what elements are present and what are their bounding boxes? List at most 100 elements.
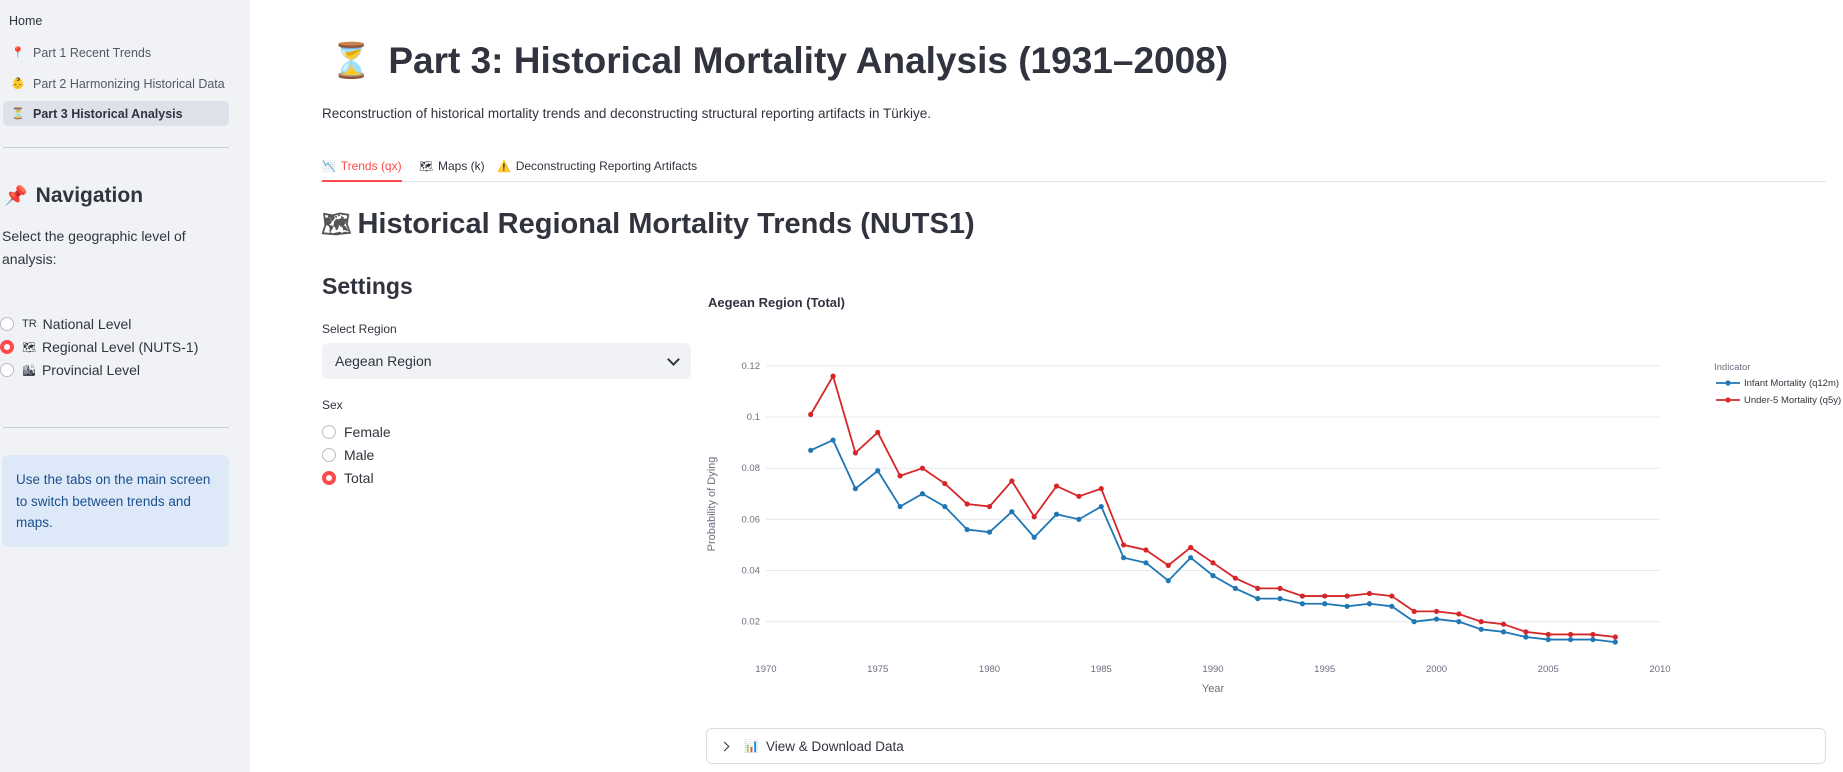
sex-radio-male[interactable]: Male xyxy=(322,445,374,465)
data-point xyxy=(1478,626,1484,632)
sex-radio-total[interactable]: Total xyxy=(322,468,374,488)
data-point xyxy=(964,501,970,507)
data-point xyxy=(1165,562,1171,568)
x-tick-label: 1995 xyxy=(1314,664,1335,675)
level-radio-provincial[interactable]: 🏙 Provincial Level xyxy=(0,360,140,380)
data-point xyxy=(1322,601,1328,607)
data-point xyxy=(1590,636,1596,643)
region-select-value: Aegean Region xyxy=(335,353,432,369)
nav-page-label: Part 3 Historical Analysis xyxy=(33,106,183,121)
pin-icon: 📍 xyxy=(11,47,25,59)
data-point xyxy=(1433,616,1440,622)
data-point xyxy=(1053,511,1060,517)
y-tick-label: 0.04 xyxy=(742,565,761,576)
y-tick-label: 0.06 xyxy=(742,514,761,525)
data-point xyxy=(808,411,814,418)
y-tick-label: 0.1 xyxy=(747,412,760,423)
level-radio-national[interactable]: TR National Level xyxy=(0,314,131,334)
data-point xyxy=(1344,593,1350,599)
hourglass-icon: ⏳ xyxy=(330,42,373,80)
data-point xyxy=(1389,603,1395,609)
tab-label: Maps (k) xyxy=(437,159,485,173)
data-point xyxy=(897,503,903,510)
x-axis-label: Year xyxy=(1202,683,1225,695)
tab-trends[interactable]: 📉 Trends (qx) xyxy=(322,152,402,182)
map-icon: 🗺 xyxy=(419,160,433,173)
x-tick-label: 1985 xyxy=(1091,664,1112,675)
data-point xyxy=(1121,555,1127,561)
x-tick-label: 2010 xyxy=(1649,664,1670,675)
series-line xyxy=(809,373,1616,638)
data-point xyxy=(986,503,993,510)
flag-tr-icon: TR xyxy=(22,318,37,330)
navigation-heading: 📌 Navigation xyxy=(4,184,143,208)
data-point xyxy=(964,526,970,533)
data-point xyxy=(1612,639,1618,645)
radio-label: Total xyxy=(344,470,374,486)
bar-chart-icon: 📊 xyxy=(744,739,759,753)
radio-button[interactable] xyxy=(0,340,14,354)
radio-button[interactable] xyxy=(0,317,14,331)
data-point xyxy=(897,473,903,479)
region-select-label: Select Region xyxy=(322,322,397,336)
series-line xyxy=(810,438,1616,643)
x-tick-label: 1970 xyxy=(755,664,776,675)
data-point xyxy=(1076,493,1082,499)
data-point xyxy=(875,429,881,435)
data-point xyxy=(1411,619,1417,625)
data-point xyxy=(1500,629,1507,635)
page-title-text: Part 3: Historical Mortality Analysis (1… xyxy=(388,40,1229,81)
data-point xyxy=(1523,634,1529,640)
hourglass-icon: ⏳ xyxy=(11,108,25,120)
section-heading: 🗺 Historical Regional Mortality Trends (… xyxy=(321,208,975,241)
data-point xyxy=(1076,516,1082,522)
sex-label: Sex xyxy=(322,398,343,412)
nav-page-label: Part 2 Harmonizing Historical Data xyxy=(33,76,225,91)
radio-button[interactable] xyxy=(322,425,336,439)
data-point xyxy=(1590,631,1596,638)
data-point xyxy=(1031,514,1037,520)
chevron-right-icon xyxy=(719,741,730,751)
data-point xyxy=(1232,575,1238,581)
data-point xyxy=(1210,560,1216,566)
nav-page-part3[interactable]: ⏳ Part 3 Historical Analysis xyxy=(3,101,229,126)
tab-maps[interactable]: 🗺 Maps (k) xyxy=(419,152,485,180)
data-point xyxy=(919,491,926,497)
view-download-expander[interactable]: 📊 View & Download Data xyxy=(706,728,1826,764)
nav-page-part2[interactable]: 👶 Part 2 Harmonizing Historical Data xyxy=(3,71,229,96)
data-point xyxy=(1009,509,1015,515)
data-point xyxy=(1098,503,1104,510)
world-map-icon: 🗺 xyxy=(22,341,36,354)
region-select[interactable]: Aegean Region xyxy=(322,343,691,379)
city-icon: 🏙 xyxy=(22,364,36,377)
data-point xyxy=(1232,585,1238,591)
level-radio-regional[interactable]: 🗺 Regional Level (NUTS-1) xyxy=(0,337,198,357)
nav-page-part1[interactable]: 📍 Part 1 Recent Trends xyxy=(3,40,229,65)
mortality-line-chart: 0.02 0.04 0.06 0.08 0.1 0.12 1970 1975 1980 1985 1… xyxy=(706,361,1841,695)
radio-label: Provincial Level xyxy=(41,362,141,378)
sex-radio-female[interactable]: Female xyxy=(322,422,391,442)
data-point xyxy=(830,437,836,443)
tab-label: Trends (qx) xyxy=(340,159,402,173)
data-point xyxy=(1143,547,1149,553)
data-point xyxy=(1344,603,1350,609)
data-point xyxy=(1165,578,1171,584)
data-point xyxy=(986,529,993,535)
nav-page-label: Part 1 Recent Trends xyxy=(33,45,152,60)
data-point xyxy=(1366,590,1373,597)
x-tick-label: 1980 xyxy=(979,664,1000,675)
data-point xyxy=(808,447,814,453)
radio-button[interactable] xyxy=(322,471,336,485)
tab-artifacts[interactable]: ⚠️ Deconstructing Reporting Artifacts xyxy=(497,152,697,180)
sidebar-divider xyxy=(3,427,229,428)
data-point xyxy=(1523,629,1529,635)
data-point xyxy=(1210,573,1216,579)
radio-button[interactable] xyxy=(0,363,14,377)
radio-button[interactable] xyxy=(322,448,336,462)
x-tick-label: 1990 xyxy=(1202,664,1223,675)
data-point xyxy=(942,503,948,510)
data-point xyxy=(1188,555,1194,561)
data-point xyxy=(1277,585,1283,591)
nav-home-link[interactable]: Home xyxy=(9,14,43,28)
info-box: Use the tabs on the main screen to switc… xyxy=(2,455,229,547)
